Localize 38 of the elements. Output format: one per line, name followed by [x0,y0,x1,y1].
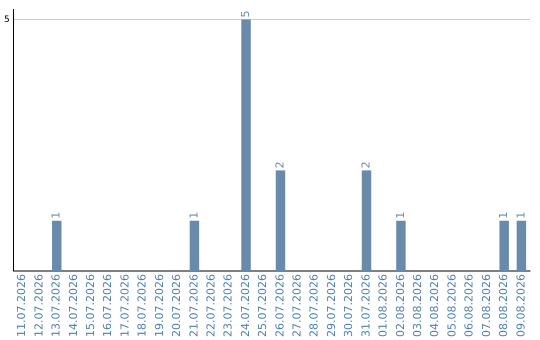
x-tick-label: 22.07.2026 [204,274,218,338]
x-tick-label: 08.08.2026 [497,274,510,338]
x-tick-label: 30.07.2026 [342,274,356,338]
x-tick-label: 14.07.2026 [66,274,80,338]
x-tick-label: 01.08.2026 [376,274,390,338]
data-label: 1 [514,212,528,219]
x-tick-label: 21.07.2026 [187,274,200,338]
data-label: 2 [273,161,286,168]
x-tick-label: 15.07.2026 [84,274,98,338]
x-tick-label: 25.07.2026 [256,274,270,338]
x-tick-label: 07.08.2026 [480,274,493,338]
x-tick-label: 26.07.2026 [273,274,286,338]
x-tick-label: 23.07.2026 [222,274,235,338]
x-tick-label: 04.08.2026 [428,274,442,338]
x-tick-label: 24.07.2026 [238,274,252,338]
x-tick-label: 13.07.2026 [50,274,63,338]
x-tick-label: 03.08.2026 [411,274,424,338]
x-tick-label: 11.07.2026 [15,274,28,338]
x-tick-label: 18.07.2026 [136,274,149,338]
x-tick-label: 20.07.2026 [170,274,184,338]
x-tick-label: 16.07.2026 [101,274,114,338]
x-tick-label: 19.07.2026 [152,274,166,338]
x-tick-label: 27.07.2026 [290,274,304,338]
x-tick-label: 12.07.2026 [32,274,46,338]
data-label: 1 [187,212,200,219]
x-tick-label: 02.08.2026 [394,274,407,338]
x-tick-label: 28.07.2026 [308,274,321,338]
x-tick-label: 31.07.2026 [359,274,372,338]
x-tick-label: 29.07.2026 [324,274,338,338]
x-tick-label: 05.08.2026 [445,274,458,338]
x-tick-label: 06.08.2026 [462,274,476,338]
data-label: 2 [359,161,372,168]
x-tick-label: 09.08.2026 [514,274,528,338]
data-label: 1 [497,212,510,219]
x-tick-label: 17.07.2026 [118,274,132,338]
data-label: 1 [394,212,407,219]
data-label: 5 [238,10,252,18]
data-label: 1 [50,212,63,219]
